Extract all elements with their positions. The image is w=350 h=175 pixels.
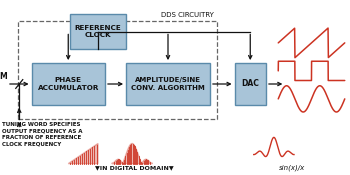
Text: PHASE
ACCUMULATOR: PHASE ACCUMULATOR	[37, 77, 99, 91]
Text: AMPLITUDE/SINE
CONV. ALGORITHM: AMPLITUDE/SINE CONV. ALGORITHM	[131, 77, 205, 91]
FancyBboxPatch shape	[234, 63, 266, 105]
Text: M: M	[0, 72, 7, 81]
Text: DAC: DAC	[241, 79, 259, 89]
FancyBboxPatch shape	[126, 63, 210, 105]
Text: sin(x)/x: sin(x)/x	[279, 164, 305, 171]
Polygon shape	[112, 144, 152, 164]
Text: ▼IN DIGITAL DOMAIN▼: ▼IN DIGITAL DOMAIN▼	[96, 166, 174, 171]
Text: DDS CIRCUITRY: DDS CIRCUITRY	[161, 12, 214, 18]
Polygon shape	[68, 144, 98, 164]
FancyBboxPatch shape	[32, 63, 105, 105]
FancyBboxPatch shape	[70, 14, 126, 49]
Text: REFERENCE
CLOCK: REFERENCE CLOCK	[75, 25, 121, 38]
Text: TUNING WORD SPECIFIES
OUTPUT FREQUENCY AS A
FRACTION OF REFERENCE
CLOCK FREQUENC: TUNING WORD SPECIFIES OUTPUT FREQUENCY A…	[2, 122, 82, 147]
